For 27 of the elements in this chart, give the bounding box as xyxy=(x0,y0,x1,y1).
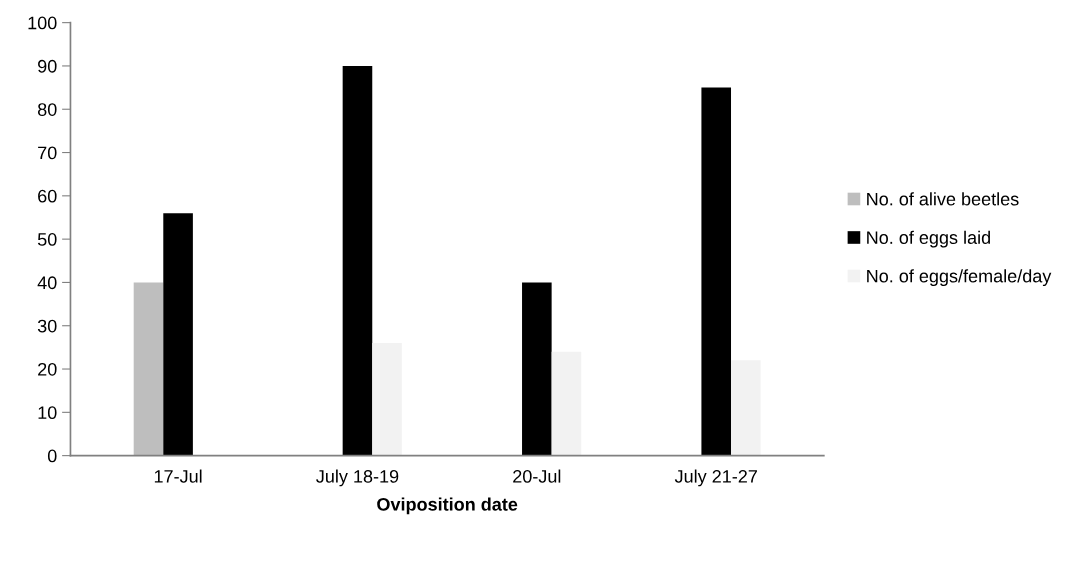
x-tick-label: July 21-27 xyxy=(674,469,757,487)
x-tick-label: 20-Jul xyxy=(513,469,561,483)
bar xyxy=(551,351,582,456)
legend-label: No. of eggs laid xyxy=(867,230,990,248)
x-tick-label: 17-Jul xyxy=(154,469,202,483)
y-tick-label: 70 xyxy=(38,146,57,160)
legend-label: No. of eggs/female/day xyxy=(867,269,1052,287)
bar xyxy=(163,213,193,456)
y-tick-label: 90 xyxy=(38,59,57,73)
y-tick-label: 40 xyxy=(37,276,57,290)
bar xyxy=(522,282,552,456)
x-axis-title: Oviposition date xyxy=(377,497,518,515)
bar xyxy=(133,282,164,456)
y-tick-label: 10 xyxy=(38,406,57,420)
legend-label: No. of alive beetles xyxy=(867,192,1019,206)
x-tick-label: July 18-19 xyxy=(316,469,399,487)
y-tick-label: 0 xyxy=(47,449,57,463)
y-tick-label: 100 xyxy=(28,16,57,30)
bar xyxy=(372,343,402,456)
bar xyxy=(731,360,761,456)
y-tick-label: 20 xyxy=(38,362,57,376)
y-tick-label: 50 xyxy=(37,233,57,246)
bar xyxy=(701,87,732,456)
y-tick-label: 80 xyxy=(37,103,57,116)
y-tick-label: 60 xyxy=(38,189,57,203)
bar xyxy=(342,65,373,456)
y-tick-label: 30 xyxy=(37,319,57,333)
